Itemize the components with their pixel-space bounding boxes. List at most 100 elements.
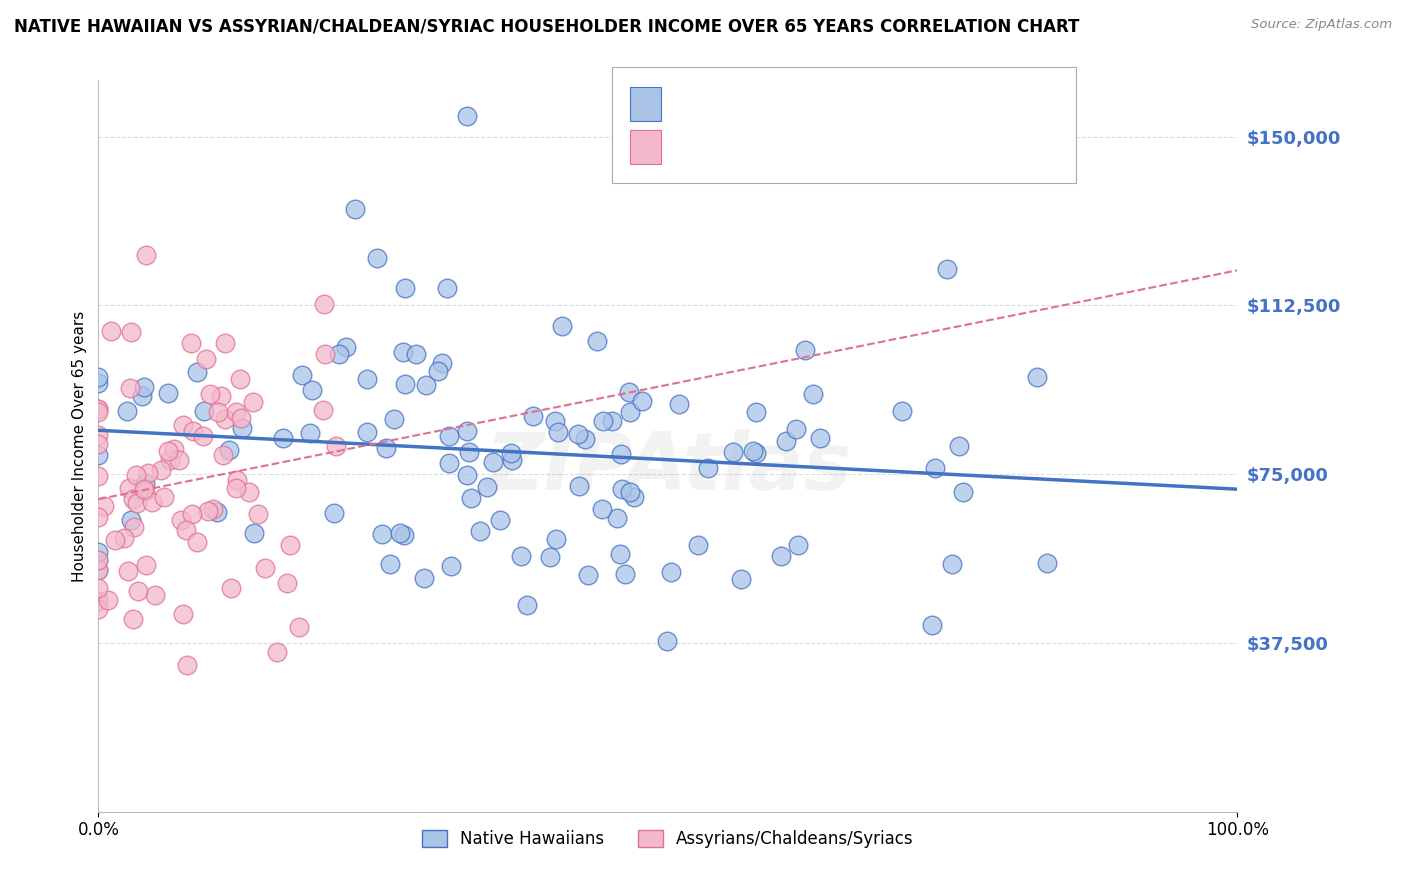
Point xyxy=(242,395,264,409)
Point xyxy=(688,538,710,552)
Point xyxy=(312,402,335,417)
Point xyxy=(226,473,249,487)
Point xyxy=(742,444,765,458)
Point xyxy=(211,389,233,403)
Point xyxy=(136,466,159,480)
Point xyxy=(600,414,623,428)
Point xyxy=(186,365,208,379)
Point xyxy=(276,576,298,591)
Point xyxy=(87,552,110,566)
Point xyxy=(328,347,350,361)
Point xyxy=(576,568,599,582)
Point xyxy=(87,552,110,566)
Point xyxy=(87,468,110,483)
Point xyxy=(212,448,235,462)
Point xyxy=(87,545,110,559)
Point xyxy=(87,563,110,577)
Point xyxy=(924,461,946,475)
Point xyxy=(458,445,481,459)
Point xyxy=(439,456,461,470)
Point xyxy=(488,513,510,527)
Point xyxy=(172,607,194,621)
Point xyxy=(218,443,240,458)
Point xyxy=(550,319,572,334)
Point xyxy=(808,431,831,445)
Point xyxy=(610,483,633,497)
Point xyxy=(516,598,538,612)
Point xyxy=(775,434,797,448)
Point xyxy=(544,414,567,428)
Point xyxy=(371,527,394,541)
Point xyxy=(135,558,157,573)
Point xyxy=(475,480,498,494)
Point xyxy=(786,538,808,552)
Point xyxy=(325,439,347,453)
Point xyxy=(378,557,401,571)
Point xyxy=(288,620,311,634)
Point xyxy=(159,452,181,467)
Point xyxy=(312,297,335,311)
Point xyxy=(661,565,683,579)
Point xyxy=(890,404,912,418)
Point xyxy=(936,261,959,276)
Point xyxy=(201,501,224,516)
Point xyxy=(941,557,963,571)
Point xyxy=(228,372,250,386)
Point xyxy=(948,439,970,453)
Point xyxy=(156,443,179,458)
Point xyxy=(392,345,415,359)
Point xyxy=(952,484,974,499)
Point xyxy=(356,425,378,439)
Point xyxy=(122,491,145,506)
Point xyxy=(394,281,416,295)
Point xyxy=(335,341,357,355)
Point xyxy=(115,404,138,418)
Point xyxy=(609,547,631,561)
Point xyxy=(405,347,427,361)
Point xyxy=(301,384,323,398)
Point xyxy=(174,523,197,537)
Point xyxy=(413,571,436,585)
Point xyxy=(619,405,641,419)
Point xyxy=(291,368,314,382)
Point xyxy=(574,432,596,446)
Point xyxy=(389,525,412,540)
Point xyxy=(568,479,591,493)
Point xyxy=(271,431,294,445)
Point xyxy=(770,549,793,563)
Point xyxy=(100,324,122,338)
Point xyxy=(921,617,943,632)
Point xyxy=(134,380,156,394)
Legend: Native Hawaiians, Assyrians/Chaldeans/Syriacs: Native Hawaiians, Assyrians/Chaldeans/Sy… xyxy=(415,823,921,855)
Point xyxy=(1035,556,1057,570)
Point xyxy=(538,550,561,565)
Point xyxy=(122,612,145,626)
Text: R = -0.160   N = 110: R = -0.160 N = 110 xyxy=(672,95,876,113)
Text: ZIPAtlas: ZIPAtlas xyxy=(485,429,851,507)
Point xyxy=(87,405,110,419)
Point xyxy=(157,386,180,401)
Text: NATIVE HAWAIIAN VS ASSYRIAN/CHALDEAN/SYRIAC HOUSEHOLDER INCOME OVER 65 YEARS COR: NATIVE HAWAIIAN VS ASSYRIAN/CHALDEAN/SYR… xyxy=(14,18,1080,36)
Point xyxy=(745,405,768,419)
Point xyxy=(87,563,110,577)
Point xyxy=(198,386,221,401)
Point xyxy=(214,336,236,351)
Point xyxy=(436,281,458,295)
Point xyxy=(118,481,141,495)
Point xyxy=(172,418,194,433)
Point xyxy=(499,446,522,460)
Point xyxy=(1026,370,1049,384)
Point xyxy=(134,484,156,499)
Point xyxy=(567,427,589,442)
Point xyxy=(141,494,163,508)
Point xyxy=(97,592,120,607)
Point xyxy=(426,364,449,378)
Point xyxy=(238,484,260,499)
Text: Source: ZipAtlas.com: Source: ZipAtlas.com xyxy=(1251,18,1392,31)
Point xyxy=(522,409,544,424)
Point xyxy=(87,448,110,462)
Point xyxy=(131,389,153,403)
Point xyxy=(225,482,247,496)
Y-axis label: Householder Income Over 65 years: Householder Income Over 65 years xyxy=(72,310,87,582)
Point xyxy=(456,468,478,483)
